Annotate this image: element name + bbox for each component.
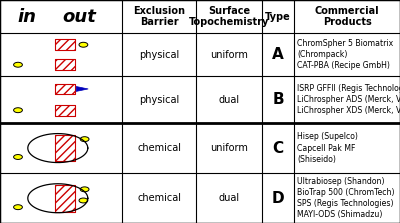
- Text: A: A: [272, 47, 284, 62]
- Text: Commercial
Products: Commercial Products: [315, 6, 379, 27]
- Bar: [55, 185, 74, 212]
- Bar: [55, 135, 74, 161]
- Text: dual: dual: [218, 95, 240, 105]
- Text: physical: physical: [139, 95, 179, 105]
- Bar: [55, 59, 74, 70]
- Circle shape: [14, 62, 22, 67]
- Circle shape: [80, 187, 89, 192]
- Bar: [55, 84, 74, 94]
- Bar: [55, 105, 74, 116]
- Text: ISRP GFFII (Regis Technologies)
LiChrospher ADS (Merck, VWR)
LiChrospher XDS (Me: ISRP GFFII (Regis Technologies) LiChrosp…: [297, 84, 400, 115]
- Bar: [55, 135, 74, 161]
- Polygon shape: [76, 87, 88, 91]
- Text: Surface
Topochemistry: Surface Topochemistry: [189, 6, 269, 27]
- Text: Type: Type: [265, 12, 291, 21]
- Circle shape: [14, 108, 22, 113]
- Text: ChromSpher 5 Biomatrix
(Chrompack)
CAT-PBA (Recipe GmbH): ChromSpher 5 Biomatrix (Chrompack) CAT-P…: [297, 39, 394, 70]
- Text: Exclusion
Barrier: Exclusion Barrier: [133, 6, 185, 27]
- Text: uniform: uniform: [210, 143, 248, 153]
- Text: chemical: chemical: [137, 193, 181, 203]
- Text: dual: dual: [218, 193, 240, 203]
- Text: Ultrabiosep (Shandon)
BioTrap 500 (ChromTech)
SPS (Regis Technologies)
MAYI-ODS : Ultrabiosep (Shandon) BioTrap 500 (Chrom…: [297, 177, 395, 219]
- Text: out: out: [62, 8, 96, 25]
- Circle shape: [79, 198, 88, 203]
- Text: in: in: [17, 8, 36, 25]
- Bar: [55, 105, 74, 116]
- Circle shape: [14, 205, 22, 210]
- Circle shape: [80, 137, 89, 142]
- Bar: [55, 39, 74, 50]
- Text: uniform: uniform: [210, 50, 248, 60]
- Text: physical: physical: [139, 50, 179, 60]
- Text: Hisep (Supelco)
Capcell Pak MF
(Shiseido): Hisep (Supelco) Capcell Pak MF (Shiseido…: [297, 132, 358, 164]
- Bar: [55, 39, 74, 50]
- Bar: [55, 59, 74, 70]
- Circle shape: [79, 42, 88, 47]
- Text: D: D: [272, 191, 284, 206]
- Circle shape: [14, 155, 22, 159]
- Bar: [55, 185, 74, 212]
- Text: chemical: chemical: [137, 143, 181, 153]
- Bar: [55, 84, 74, 94]
- Text: C: C: [272, 140, 284, 156]
- Text: B: B: [272, 92, 284, 107]
